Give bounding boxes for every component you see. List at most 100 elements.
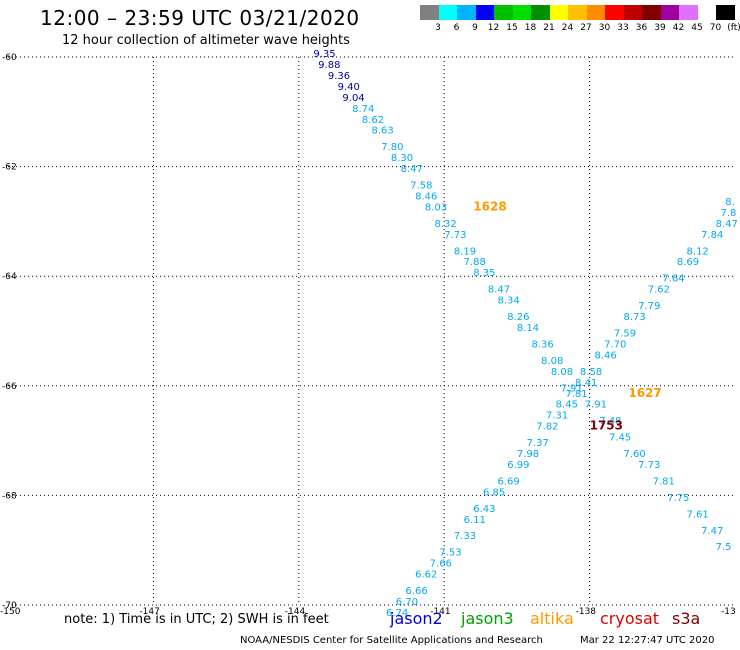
pass-time-label: 1627	[628, 386, 661, 400]
scale-swatch	[679, 5, 698, 20]
y-tick-label: -66	[2, 382, 17, 392]
scale-label: 15	[506, 23, 518, 33]
wave-height-point: 6.70	[396, 597, 418, 608]
wave-height-point: 7.75	[667, 493, 689, 504]
wave-height-point: 6.74	[386, 608, 408, 619]
wave-height-point: 9.04	[342, 93, 364, 104]
wave-height-point: 8.69	[677, 257, 699, 268]
scale-label: 42	[672, 23, 685, 33]
wave-height-point: 8.46	[594, 350, 616, 361]
scale-swatch	[697, 5, 716, 20]
wave-height-point: 7.81	[565, 389, 587, 400]
wave-height-point: 8.73	[624, 312, 646, 323]
scale-swatch	[457, 5, 476, 20]
scale-swatch	[531, 5, 550, 20]
scale-label: 18	[524, 23, 537, 33]
wave-height-point: 7.88	[464, 257, 486, 268]
wave-height-point: 7.33	[454, 531, 476, 542]
y-tick-label: -70	[2, 601, 17, 611]
scale-label: 70	[709, 23, 722, 33]
scale-swatch	[494, 5, 513, 20]
wave-height-point: 8.63	[372, 126, 394, 137]
wave-height-point: 8.32	[435, 219, 457, 230]
wave-height-point: 9.36	[328, 71, 350, 82]
wave-height-point: 8.35	[473, 268, 495, 279]
wave-height-point: 7.79	[638, 301, 660, 312]
scale-label: 36	[635, 23, 648, 33]
scale-label: 9	[472, 23, 478, 33]
wave-height-point: 7.73	[638, 460, 660, 471]
scale-label: 3	[435, 23, 441, 33]
wave-height-point: 8.	[725, 197, 735, 208]
wave-height-point: 8.46	[415, 191, 437, 202]
wave-height-point: 8.08	[551, 367, 573, 378]
scale-label: 12	[487, 23, 500, 33]
scale-swatch	[716, 5, 735, 20]
wave-height-point: 6.69	[498, 476, 520, 487]
scale-swatch	[420, 5, 439, 20]
wave-height-point: 8.47	[488, 285, 510, 296]
wave-height-point: 8.34	[498, 296, 520, 307]
wave-height-point: 7.73	[444, 230, 466, 241]
footer-note: note: 1) Time is in UTC; 2) SWH is in fe…	[64, 612, 329, 627]
scale-label: (ft)	[727, 23, 740, 33]
wave-height-point: 7.58	[410, 181, 432, 192]
legend-cryosat: cryosat	[600, 609, 660, 628]
wave-height-point: 8.30	[391, 153, 413, 164]
chart-title: 12:00 – 23:59 UTC 03/21/2020	[40, 6, 360, 30]
scale-swatch	[568, 5, 587, 20]
wave-height-point: 7.37	[527, 438, 549, 449]
wave-height-point: 8.58	[580, 367, 602, 378]
wave-height-point: 7.91	[561, 383, 583, 394]
scale-label: 45	[691, 23, 703, 33]
scale-swatch	[623, 5, 642, 20]
wave-height-point: 9.88	[318, 60, 340, 71]
wave-height-point: 6.99	[507, 460, 529, 471]
wave-height-point: 9.35	[313, 49, 335, 60]
wave-height-point: 8.08	[541, 356, 563, 367]
scale-label: 6	[453, 23, 460, 33]
wave-height-point: 7.80	[381, 142, 403, 153]
wave-height-point: 8.19	[454, 246, 476, 257]
wave-height-point: 7.66	[430, 559, 452, 570]
color-scale-legend: 3 6 9 12 15 18 21 24 27 30 33 36 39 42 45 70 (ft)	[420, 5, 740, 35]
wave-height-point: 8.45	[556, 400, 578, 411]
scale-label: 24	[561, 23, 574, 33]
scale-swatch	[660, 5, 679, 20]
wave-height-point: 7.82	[536, 422, 558, 433]
y-tick-label: -60	[2, 53, 17, 63]
wave-height-point: 8.47	[401, 164, 423, 175]
scale-swatch	[475, 5, 494, 20]
wave-height-point: 9.40	[338, 82, 360, 93]
wave-height-point: 8.74	[352, 104, 374, 115]
scale-swatch	[642, 5, 661, 20]
wave-height-point: 7.8	[720, 208, 736, 219]
x-tick-label: -13	[721, 607, 736, 617]
pass-time-label: 1628	[473, 199, 506, 213]
legend-jason3: jason3	[461, 609, 514, 628]
wave-height-point: 8.62	[362, 115, 384, 126]
wave-height-point: 6.43	[473, 504, 495, 515]
scale-swatch	[586, 5, 605, 20]
wave-height-point: 7.31	[546, 411, 568, 422]
pass-time-label: 1753	[590, 419, 623, 433]
credit-line: NOAA/NESDIS Center for Satellite Applica…	[240, 635, 543, 646]
scale-label: 30	[598, 23, 611, 33]
wave-height-point: 6.62	[415, 570, 437, 581]
wave-height-point: 6.11	[464, 515, 486, 526]
wave-height-point: 7.45	[609, 433, 631, 444]
wave-height-point: 8.36	[531, 339, 553, 350]
wave-height-point: 6.66	[405, 586, 427, 597]
scale-swatch	[605, 5, 624, 20]
legend-altika: altika	[530, 609, 574, 628]
wave-height-point: 7.60	[624, 449, 646, 460]
wave-height-point: 8.47	[716, 219, 738, 230]
wave-height-point: 7.91	[585, 400, 607, 411]
chart-subtitle: 12 hour collection of altimeter wave hei…	[62, 33, 350, 48]
wave-height-point: 8.12	[687, 246, 709, 257]
scale-swatch	[438, 5, 457, 20]
x-tick-label: -147	[139, 607, 159, 617]
wave-height-point: 7.5	[716, 542, 732, 553]
wave-height-point: 8.14	[517, 323, 539, 334]
